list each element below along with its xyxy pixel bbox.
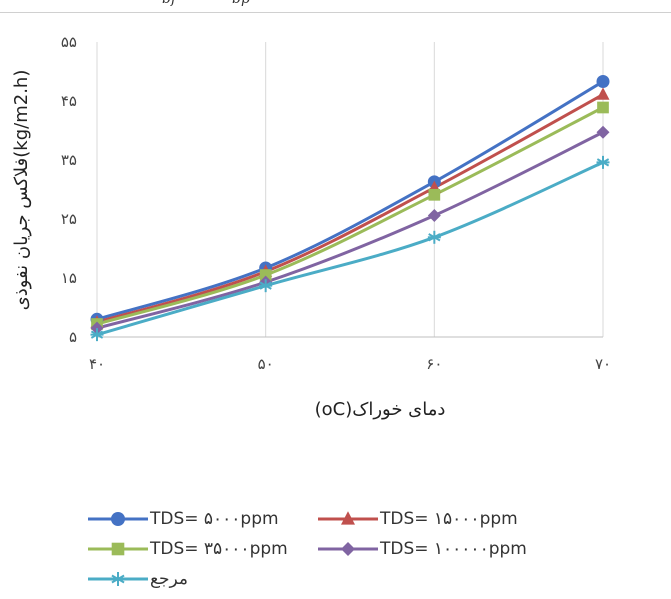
legend-label: TDS= ۱۰۰۰۰۰ppm xyxy=(380,539,527,559)
legend-marker xyxy=(341,542,355,556)
y-tick-label: ۳۵ xyxy=(61,151,77,169)
legend-label: TDS= ۱۵۰۰۰ppm xyxy=(380,509,518,529)
x-tick-label: ۴۰ xyxy=(89,355,105,373)
legend-item: TDS= ۱۵۰۰۰ppm xyxy=(318,506,518,532)
series-line-5 xyxy=(96,160,604,337)
y-tick-label: ۵ xyxy=(69,328,77,346)
x-axis-title: دمای خوراک(oC) xyxy=(315,399,446,420)
series-line-4 xyxy=(96,130,604,330)
legend-swatch xyxy=(88,512,148,526)
legend-item: مرجع xyxy=(88,566,188,592)
legend-item: TDS= ۵۰۰۰ppm xyxy=(88,506,279,532)
legend-marker xyxy=(341,511,355,525)
y-axis-title: فلاکس جریان نفوذی(kg/m2.h) xyxy=(11,70,32,311)
legend-item: TDS= ۱۰۰۰۰۰ppm xyxy=(318,536,527,562)
x-tick-label: ۷۰ xyxy=(595,355,611,373)
legend-swatch xyxy=(318,542,378,556)
legend-label: TDS= ۳۵۰۰۰ppm xyxy=(150,539,288,559)
grid-lines xyxy=(96,42,604,337)
data-point-marker xyxy=(90,328,104,342)
data-point-marker xyxy=(259,279,273,293)
data-point-marker xyxy=(597,101,609,114)
y-tick-label: ۵۵ xyxy=(61,33,77,51)
series-line-1 xyxy=(96,80,604,321)
data-point-marker xyxy=(596,155,610,169)
legend-label: TDS= ۵۰۰۰ppm xyxy=(150,509,279,529)
x-tick-labels: ۴۰ ۵۰ ۶۰ ۷۰ xyxy=(89,355,611,373)
header-fragment-right: bp xyxy=(232,0,250,7)
y-tick-label: ۴۵ xyxy=(61,92,77,110)
data-point-marker xyxy=(428,188,441,201)
legend-marker xyxy=(111,542,125,556)
data-point-marker xyxy=(427,230,441,244)
data-markers xyxy=(90,75,610,342)
legend-marker xyxy=(111,572,125,586)
legend-swatch xyxy=(88,572,148,586)
legend-swatch xyxy=(88,542,148,556)
data-point-marker xyxy=(596,75,610,89)
legend-marker xyxy=(111,512,125,526)
data-point-marker xyxy=(596,125,610,139)
data-point-marker xyxy=(427,208,441,222)
x-tick-label: ۶۰ xyxy=(426,355,442,373)
data-point-marker xyxy=(259,269,272,281)
y-tick-label: ۱۵ xyxy=(61,269,77,287)
series-lines xyxy=(96,80,604,337)
legend-label: مرجع xyxy=(150,569,189,589)
y-tick-label: ۲۵ xyxy=(61,210,77,228)
header-fragment-left: bf xyxy=(162,0,176,7)
line-chart: ۴۰ ۵۰ ۶۰ ۷۰ ۵ ۱۵ ۲۵ ۳۵ ۴۵ ۵۵ دمای خوراک(oC) فلاک… xyxy=(11,33,611,420)
series-line-3 xyxy=(96,106,604,326)
header-fragment: bf bp xyxy=(0,0,671,13)
legend-swatch xyxy=(318,511,378,525)
series-line-2 xyxy=(96,93,604,324)
data-point-marker xyxy=(596,87,610,100)
legend-item: TDS= ۳۵۰۰۰ppm xyxy=(88,536,288,562)
x-tick-label: ۵۰ xyxy=(258,355,274,373)
y-tick-labels: ۵ ۱۵ ۲۵ ۳۵ ۴۵ ۵۵ xyxy=(61,33,77,346)
